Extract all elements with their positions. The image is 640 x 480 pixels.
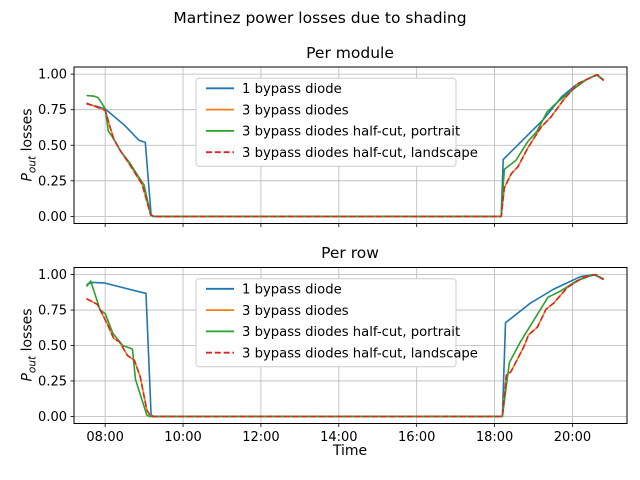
y-tick-label: 0.50	[38, 339, 67, 354]
legend-label: 1 bypass diode	[242, 82, 342, 97]
legend-label: 3 bypass diodes half-cut, portrait	[242, 325, 460, 340]
legend-label: 3 bypass diodes half-cut, landscape	[242, 146, 478, 161]
legend-label: 3 bypass diodes half-cut, portrait	[242, 125, 460, 140]
per-row-title: Per row	[321, 244, 379, 262]
x-axis-label-time: Time	[332, 443, 368, 459]
series-line	[85, 273, 604, 418]
y-tick-label: 1.00	[38, 268, 67, 283]
x-tick-label: 20:00	[554, 430, 591, 445]
legend: 1 bypass diode 3 bypass diodes 3 bypass di…	[195, 278, 478, 368]
legend-label: 3 bypass diodes half-cut, landscape	[242, 346, 478, 361]
legend-label: 3 bypass diodes	[242, 103, 349, 118]
subplot-per-row: 08:00 10:00 12:00 14:00 16:00 18:00 20:00 0.00 0…	[38, 267, 628, 445]
x-tick-label: 08:00	[86, 430, 123, 445]
legend-box	[195, 77, 457, 167]
y-tick-label: 0.75	[38, 103, 67, 118]
subplot-per-module: 0.00 0.25 0.50 0.75 1.00 1 bypass diode 3 bypa…	[38, 66, 628, 227]
y-tick-label: 0.25	[38, 174, 67, 189]
x-tick-label: 14:00	[320, 430, 357, 445]
x-tick-label: 18:00	[476, 430, 513, 445]
x-tick-label: 10:00	[164, 430, 201, 445]
legend-label: 1 bypass diode	[242, 283, 342, 298]
x-tick-label: 12:00	[242, 430, 279, 445]
y-tick-label: 0.75	[38, 304, 67, 319]
legend: 1 bypass diode 3 bypass diodes 3 bypass di…	[195, 77, 478, 167]
per-module-title: Per module	[306, 44, 394, 62]
y-tick-label: 0.00	[38, 210, 67, 225]
y-tick-label: 0.50	[38, 139, 67, 154]
legend-box	[195, 278, 457, 368]
figure-suptitle: Martinez power losses due to shading	[173, 9, 467, 27]
y-tick-label: 1.00	[38, 68, 67, 83]
series-line	[86, 273, 605, 418]
y-tick-label: 0.25	[38, 374, 67, 389]
y-tick-label: 0.00	[38, 410, 67, 425]
x-tick-label: 16:00	[398, 430, 435, 445]
legend-label: 3 bypass diodes	[242, 304, 349, 319]
